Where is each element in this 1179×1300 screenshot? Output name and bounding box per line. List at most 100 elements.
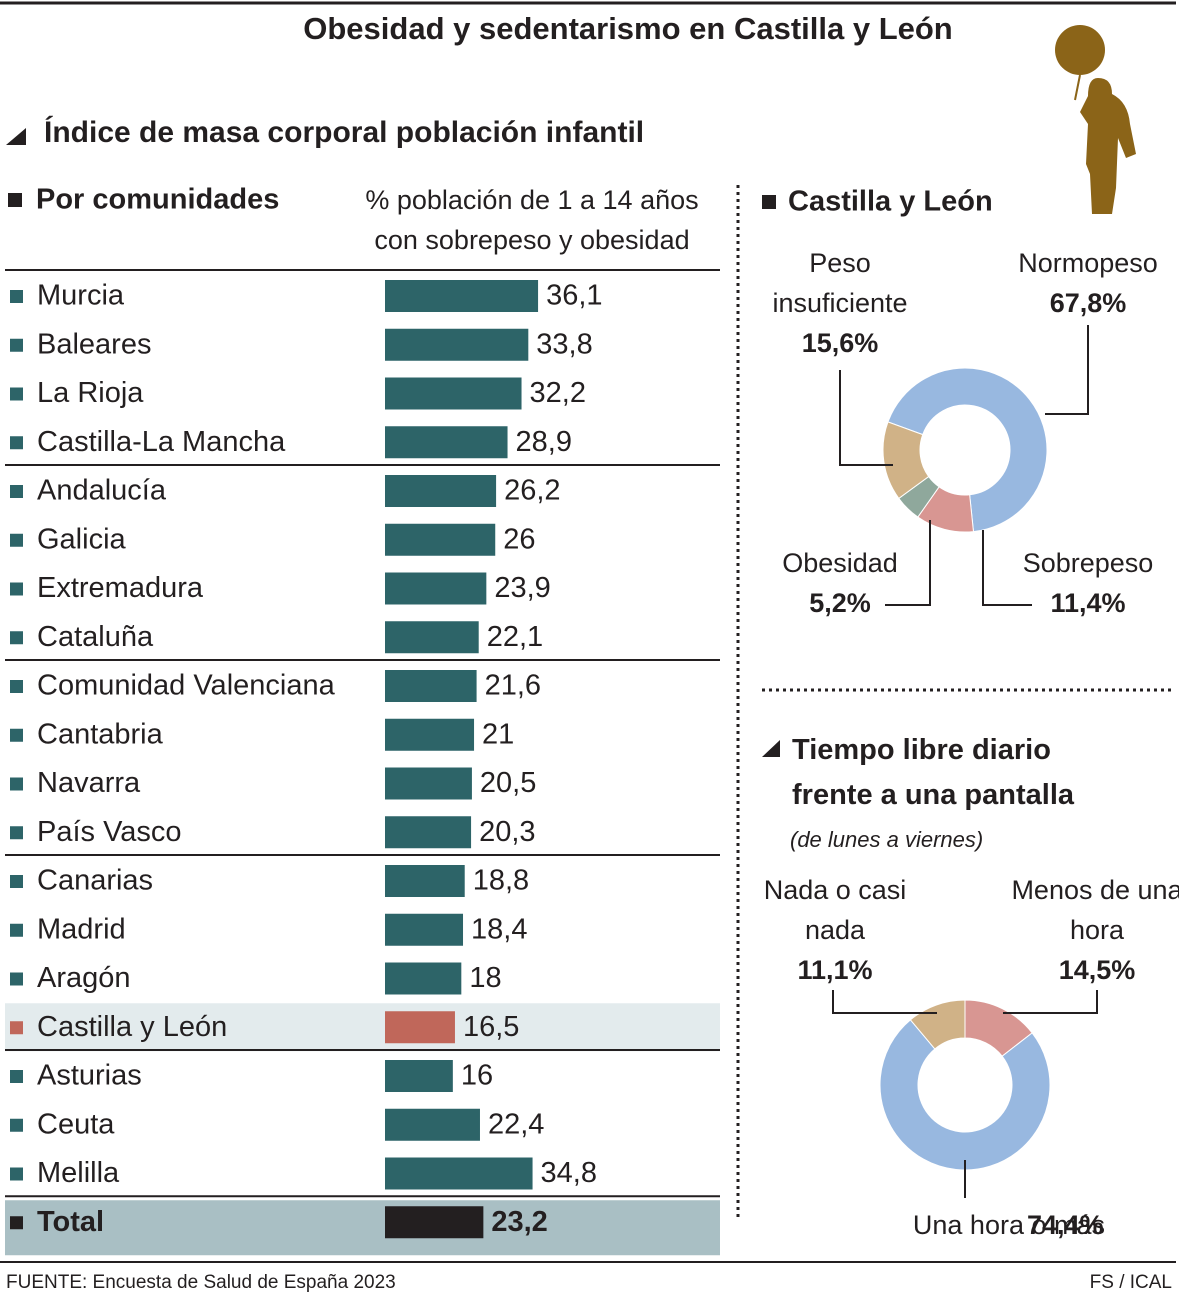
bullet <box>10 485 23 498</box>
bar <box>385 1108 480 1141</box>
category-label: Madrid <box>37 913 126 945</box>
value-label: 34,8 <box>541 1157 597 1189</box>
total-row <box>5 1200 720 1256</box>
leader-line <box>982 530 1032 606</box>
bullet <box>10 582 23 596</box>
section-title: Índice de masa corporal población infant… <box>44 115 644 149</box>
bullet <box>10 1216 23 1230</box>
donut-title: Castilla y León <box>788 186 993 218</box>
value-label: 28,9 <box>516 426 572 458</box>
balloon-figure <box>1055 25 1136 214</box>
value-label: 26,2 <box>504 475 560 507</box>
value-label: 16,5 <box>463 1011 519 1043</box>
bullet <box>10 728 23 742</box>
bar <box>385 523 496 556</box>
triangle-icon <box>762 740 780 757</box>
bullet <box>10 1021 23 1035</box>
slice-label: Nada o casi nada <box>763 875 907 945</box>
slice-label: Obesidad <box>782 548 898 578</box>
main-title: Obesidad y sedentarismo en Castilla y Le… <box>303 11 953 46</box>
donut-subtitle: (de lunes a viernes) <box>790 827 984 852</box>
leader-line <box>1003 990 1098 1014</box>
bar <box>385 913 464 946</box>
bar <box>385 1060 453 1092</box>
category-label: Asturias <box>37 1060 142 1092</box>
bar <box>385 426 508 459</box>
bar <box>385 1206 484 1239</box>
category-label: Cantabria <box>37 718 164 750</box>
category-label: Galicia <box>37 523 127 555</box>
value-label: 22,1 <box>487 621 543 653</box>
bullet <box>10 875 23 888</box>
category-label: Canarias <box>37 865 153 897</box>
bullet <box>10 777 23 791</box>
bar <box>385 670 477 702</box>
bar <box>385 767 472 800</box>
bar-chart-title: Por comunidades <box>36 184 279 216</box>
category-label: Cataluña <box>37 621 154 653</box>
value-label: 32,2 <box>530 377 586 409</box>
value-label: 20,3 <box>479 816 535 848</box>
bar <box>385 816 472 849</box>
square-icon <box>762 195 776 209</box>
value-label: 33,8 <box>536 328 592 360</box>
slice-value: 15,6% <box>801 328 879 358</box>
square-icon <box>8 193 22 207</box>
slice-label: Menos de una hora <box>1011 875 1179 945</box>
source: FUENTE: Encuesta de Salud de España 2023 <box>6 1272 396 1293</box>
leader-line <box>832 990 937 1014</box>
bullet <box>10 826 23 840</box>
category-label: Castilla y León <box>37 1011 227 1043</box>
slice-value: 14,5% <box>1058 955 1136 985</box>
bar <box>385 572 487 605</box>
bullet <box>10 290 23 303</box>
bar <box>385 328 529 361</box>
bar <box>385 718 475 751</box>
value-label: 23,2 <box>491 1206 547 1238</box>
category-label: La Rioja <box>37 377 144 409</box>
highlight-row <box>5 1003 720 1052</box>
donut-slice <box>879 1019 1051 1171</box>
slice-value: 5,2% <box>809 588 871 618</box>
bullet <box>10 1118 23 1132</box>
category-label: Ceuta <box>37 1108 115 1140</box>
slice-value: 67,8% <box>1049 288 1127 318</box>
value-label: 23,9 <box>494 572 550 604</box>
slice-label: Peso insuficiente <box>772 248 908 318</box>
value-label: 22,4 <box>488 1108 544 1140</box>
category-label: Baleares <box>37 328 151 360</box>
category-label: Aragón <box>37 962 131 994</box>
slice-label: Normopeso <box>1018 248 1158 278</box>
category-label: Murcia <box>37 280 125 312</box>
category-label: Total <box>37 1206 104 1238</box>
bar <box>385 1011 455 1044</box>
leader-line <box>885 520 931 606</box>
bar <box>385 280 539 312</box>
bar-chart-subtitle: % población de 1 a 14 años con sobrepeso… <box>365 185 699 255</box>
bullet <box>10 338 23 352</box>
bar <box>385 475 497 507</box>
bar <box>385 621 479 654</box>
category-label: Comunidad Valenciana <box>37 670 336 702</box>
value-label: 18 <box>469 962 501 994</box>
slice-value: 11,1% <box>797 955 873 985</box>
bullet <box>10 436 23 450</box>
bullet <box>10 387 23 401</box>
bar <box>385 962 462 995</box>
bullet <box>10 631 23 645</box>
category-label: Melilla <box>37 1157 120 1189</box>
slice-label: Una hora o más <box>912 1210 1105 1240</box>
category-label: Navarra <box>37 767 141 799</box>
leader-line <box>839 370 893 466</box>
value-label: 26 <box>503 523 535 555</box>
slice-label: Sobrepeso <box>1022 548 1154 578</box>
bullet <box>10 1070 23 1083</box>
slice-value: 74,4% <box>1027 1210 1104 1240</box>
value-label: 18,8 <box>473 865 529 897</box>
leader-line <box>1045 325 1089 415</box>
value-label: 18,4 <box>471 913 527 945</box>
value-label: 20,5 <box>480 767 536 799</box>
value-label: 36,1 <box>546 280 602 312</box>
